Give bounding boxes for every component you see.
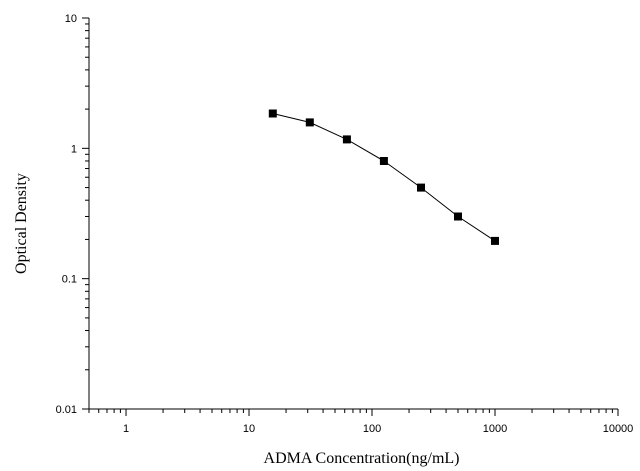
y-tick-label: 0.01 xyxy=(56,404,77,416)
y-tick-label: 0.1 xyxy=(62,274,77,286)
y-tick-label: 10 xyxy=(65,13,77,25)
y-tick-label: 1 xyxy=(71,143,77,155)
data-point xyxy=(268,109,277,118)
x-tick-label: 1 xyxy=(123,423,129,435)
x-tick-label: 1000 xyxy=(483,423,507,435)
data-point xyxy=(342,135,351,144)
data-point xyxy=(417,183,425,192)
axes xyxy=(88,18,618,410)
y-axis-title: Optical Density xyxy=(13,173,30,274)
series-line xyxy=(272,113,496,242)
data-point xyxy=(454,212,462,221)
x-tick-label: 10000 xyxy=(603,423,634,435)
data-point xyxy=(305,118,314,127)
x-tick-label: 100 xyxy=(363,423,381,435)
ticks: 1 10 100 1000 10000 0.01 0.1 1 10 xyxy=(56,13,634,435)
x-tick-label: 10 xyxy=(243,423,255,435)
x-axis-title: ADMA Concentration(ng/mL) xyxy=(264,450,460,467)
data-point xyxy=(379,157,388,165)
data-point xyxy=(491,236,499,245)
series xyxy=(268,109,499,245)
